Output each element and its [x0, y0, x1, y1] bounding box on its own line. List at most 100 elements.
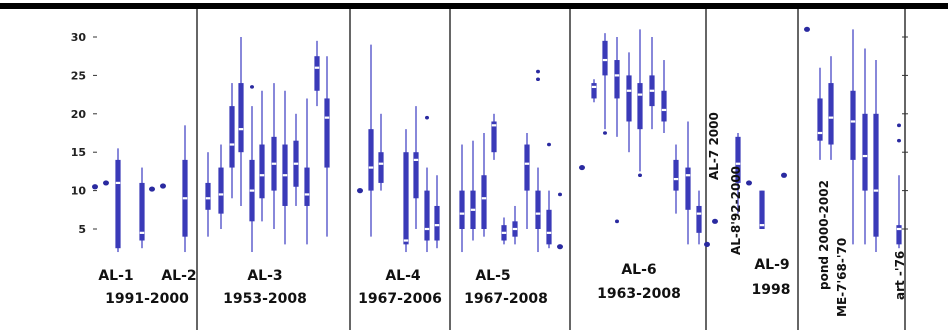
box — [896, 225, 902, 245]
box — [368, 129, 374, 191]
outlier-point — [425, 115, 429, 120]
median-marker — [304, 193, 310, 196]
plot-area — [92, 26, 902, 253]
median-marker — [673, 177, 679, 181]
box — [661, 90, 667, 122]
median-marker — [259, 174, 265, 177]
median-marker — [828, 116, 834, 119]
median-marker — [218, 193, 224, 196]
outlier-point — [897, 138, 901, 143]
group-label: 1991-2000 — [105, 291, 189, 307]
box — [828, 83, 834, 145]
group-label: AL-5 — [475, 268, 510, 284]
box — [626, 75, 632, 122]
median-marker — [459, 212, 465, 215]
median-marker — [282, 174, 288, 177]
median-marker — [481, 197, 487, 200]
median-marker — [182, 197, 188, 200]
group-label: 1963-2008 — [597, 286, 681, 302]
median-marker — [238, 128, 244, 131]
box — [413, 152, 419, 199]
median-marker — [896, 227, 902, 231]
median-point — [160, 183, 166, 189]
median-marker — [115, 181, 121, 185]
group-8 — [759, 172, 787, 229]
outlier-point — [536, 77, 540, 82]
box — [424, 190, 430, 241]
group-label: art -'76 — [893, 251, 907, 300]
median-marker — [205, 197, 211, 200]
outlier-point — [603, 131, 607, 135]
box — [139, 182, 145, 241]
box — [696, 205, 702, 233]
median-point — [781, 172, 787, 178]
box — [229, 106, 235, 168]
median-point — [357, 188, 363, 194]
median-marker — [378, 162, 384, 165]
box — [491, 121, 497, 153]
median-marker — [817, 131, 823, 135]
box — [218, 167, 224, 214]
box — [524, 144, 530, 191]
box — [673, 159, 679, 191]
box — [614, 60, 620, 99]
group-label: AL-4 — [385, 268, 421, 284]
median-marker — [403, 239, 409, 242]
median-marker — [434, 224, 440, 227]
median-point — [557, 244, 563, 250]
box — [735, 136, 741, 183]
box — [324, 98, 330, 168]
y-tick-label: 5 — [78, 223, 86, 236]
group-2 — [205, 37, 330, 253]
median-point — [712, 218, 718, 224]
median-marker — [546, 231, 552, 234]
outlier-point — [897, 123, 901, 128]
group-3 — [357, 44, 440, 253]
group-label: AL-1 — [98, 268, 133, 284]
group-6 — [712, 218, 718, 224]
box — [685, 167, 691, 210]
group-7 — [735, 133, 752, 214]
median-point — [149, 186, 155, 192]
median-marker — [759, 224, 765, 227]
median-marker — [685, 174, 691, 177]
group-label: AL-9 — [754, 257, 789, 273]
group-5 — [579, 29, 710, 247]
median-marker — [524, 162, 530, 165]
median-marker — [424, 227, 430, 231]
box — [115, 159, 121, 249]
box — [535, 190, 541, 229]
outlier-point — [536, 69, 540, 74]
box — [205, 182, 211, 210]
group-4 — [459, 69, 563, 253]
median-marker — [413, 158, 419, 161]
box — [459, 190, 465, 229]
box — [602, 40, 608, 76]
median-marker — [661, 108, 667, 112]
box — [591, 83, 597, 99]
median-marker — [696, 212, 702, 215]
median-marker — [368, 166, 374, 169]
outlier-point — [558, 192, 562, 197]
median-marker — [501, 231, 507, 234]
box — [314, 56, 320, 91]
box — [259, 144, 265, 199]
median-marker — [249, 189, 255, 192]
median-point — [103, 180, 109, 186]
median-marker — [637, 93, 643, 96]
median-marker — [735, 162, 741, 165]
median-point — [579, 164, 585, 171]
median-marker — [862, 154, 868, 158]
median-point — [804, 26, 810, 32]
box — [873, 113, 879, 237]
group-11 — [896, 123, 902, 249]
median-marker — [626, 89, 632, 92]
y-tick-label: 30 — [71, 31, 87, 44]
box — [403, 152, 409, 245]
median-point — [92, 184, 98, 190]
group-label: pond 2000-2002 — [817, 180, 831, 290]
y-tick-label: 20 — [71, 108, 87, 121]
group-label: 1967-2008 — [464, 291, 548, 307]
median-marker — [602, 58, 608, 62]
median-point — [746, 180, 752, 186]
